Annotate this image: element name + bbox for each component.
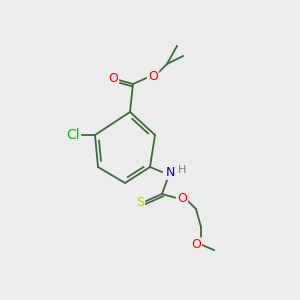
- Text: S: S: [136, 196, 144, 208]
- Text: Cl: Cl: [66, 128, 80, 142]
- Text: N: N: [165, 166, 175, 178]
- Text: O: O: [177, 193, 187, 206]
- Text: O: O: [191, 238, 201, 251]
- Text: H: H: [178, 165, 186, 175]
- Text: O: O: [148, 70, 158, 83]
- Text: O: O: [108, 73, 118, 85]
